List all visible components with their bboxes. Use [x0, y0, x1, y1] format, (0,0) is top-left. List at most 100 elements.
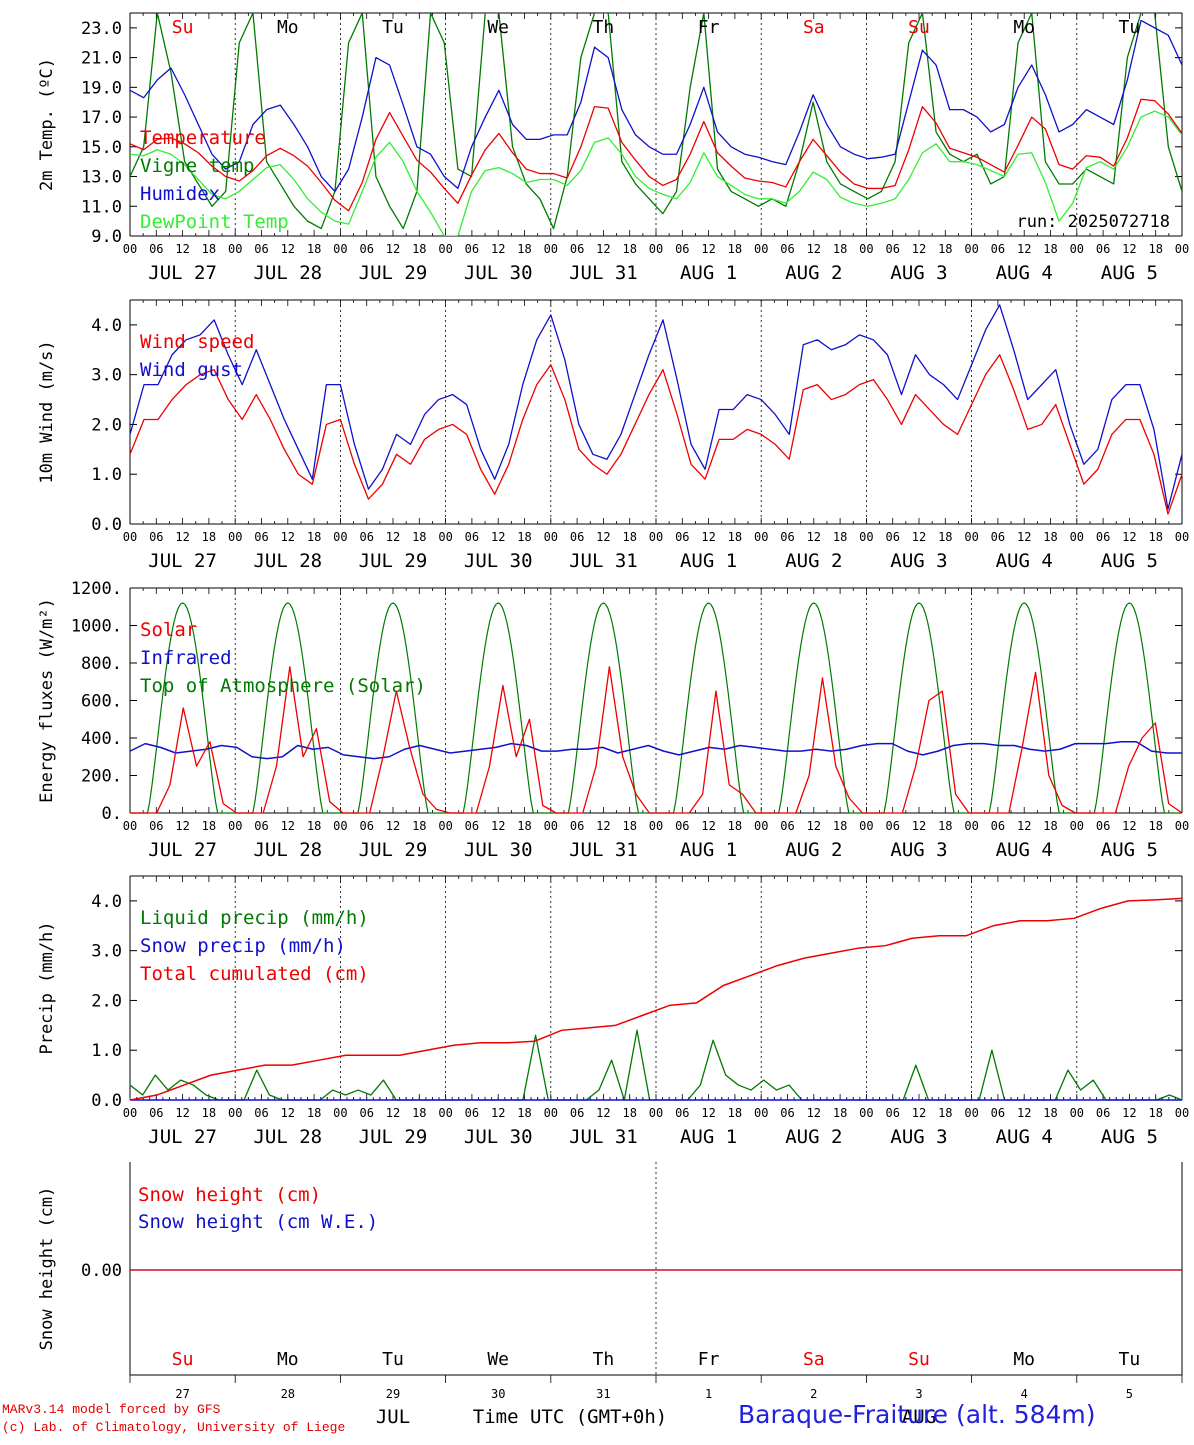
hour-tick-label: 12: [807, 530, 821, 544]
hour-tick-label: 12: [386, 1106, 400, 1120]
hour-tick-label: 12: [175, 1106, 189, 1120]
hour-tick-label: 18: [202, 530, 216, 544]
hour-tick-label: 00: [1070, 530, 1084, 544]
hour-tick-label: 12: [807, 819, 821, 833]
series-humidex: [130, 19, 1182, 193]
hour-tick-label: 18: [833, 242, 847, 256]
hour-tick-label: 18: [728, 530, 742, 544]
day-number-label: 29: [386, 1387, 400, 1401]
hour-tick-label: 18: [938, 819, 952, 833]
series-total-cumulated: [129, 897, 1183, 1101]
date-label: AUG 2: [785, 1126, 842, 1148]
hour-tick-label: 00: [1175, 1106, 1189, 1120]
hour-tick-label: 18: [307, 530, 321, 544]
hour-tick-label: 12: [807, 1106, 821, 1120]
hour-tick-label: 06: [254, 242, 268, 256]
weekday-label: Tu: [382, 1349, 404, 1370]
hour-tick-label: 06: [570, 530, 584, 544]
hour-tick-label: 12: [912, 530, 926, 544]
hour-tick-label: 00: [1070, 1106, 1084, 1120]
hour-tick-label: 12: [701, 1106, 715, 1120]
hour-tick-label: 00: [438, 530, 452, 544]
hour-tick-label: 00: [649, 1106, 663, 1120]
y-tick-label: 19.0: [81, 78, 122, 98]
date-label: AUG 3: [890, 550, 947, 572]
y-tick-label: 400.: [81, 729, 122, 749]
hour-tick-label: 18: [202, 242, 216, 256]
hour-tick-label: 12: [281, 242, 295, 256]
hour-tick-label: 00: [333, 819, 347, 833]
legend-entry: Liquid precip (mm/h): [140, 907, 369, 929]
hour-tick-label: 18: [938, 1106, 952, 1120]
panel-1: 00 06 12 18 00 06 12 18 00 06 12 18 00 06 12 18 00 06 12 18…: [37, 12, 1189, 284]
date-label: AUG 5: [1101, 550, 1158, 572]
weekday-label: Fr: [698, 1349, 720, 1370]
date-label: JUL 30: [464, 262, 533, 284]
hour-tick-label: 00: [544, 819, 558, 833]
hour-tick-label: 06: [991, 819, 1005, 833]
date-label: JUL 28: [253, 839, 322, 861]
hour-tick-label: 12: [1122, 1106, 1136, 1120]
y-tick-label: 2.0: [91, 415, 122, 435]
date-label: JUL 31: [569, 550, 638, 572]
y-tick-label: 1.0: [91, 465, 122, 485]
hour-tick-label: 06: [675, 819, 689, 833]
hour-tick-label: 06: [254, 1106, 268, 1120]
weekday-label: Th: [593, 17, 615, 38]
date-label: JUL 30: [464, 839, 533, 861]
hour-tick-label: 00: [438, 242, 452, 256]
hour-tick-label: 06: [991, 530, 1005, 544]
hour-tick-label: 00: [333, 242, 347, 256]
date-label: AUG 2: [785, 550, 842, 572]
y-tick-label: 800.: [81, 654, 122, 674]
hour-tick-label: 12: [1017, 819, 1031, 833]
date-label: JUL 29: [359, 1126, 428, 1148]
y-tick-label: 0.00: [81, 1261, 122, 1281]
weekday-label: Su: [172, 1349, 194, 1370]
date-label: JUL 27: [148, 262, 217, 284]
y-axis-label: Precip (mm/h): [37, 921, 57, 1054]
hour-tick-label: 06: [885, 1106, 899, 1120]
date-label: AUG 5: [1101, 839, 1158, 861]
y-tick-label: 2.0: [91, 991, 122, 1011]
hour-tick-label: 00: [859, 1106, 873, 1120]
hour-tick-label: 12: [491, 242, 505, 256]
hour-tick-label: 12: [491, 530, 505, 544]
hour-tick-label: 00: [544, 530, 558, 544]
series-vigne-temp: [130, 13, 1182, 230]
hour-tick-label: 12: [807, 242, 821, 256]
panel-3: 00 06 12 18 00 06 12 18 00 06 12 18 00 06 12 18 00 06 12 18…: [37, 579, 1189, 861]
hour-tick-label: 12: [1017, 242, 1031, 256]
hour-tick-label: 00: [649, 530, 663, 544]
hour-tick-label: 00: [228, 1106, 242, 1120]
weekday-label: Mo: [277, 1349, 299, 1370]
y-tick-label: 1000.: [71, 617, 122, 637]
date-label: AUG 2: [785, 839, 842, 861]
hour-tick-label: 12: [491, 819, 505, 833]
date-label: AUG 1: [680, 1126, 737, 1148]
hour-tick-label: 18: [517, 819, 531, 833]
legend-entry: Snow height (cm): [138, 1184, 321, 1206]
hour-tick-label: 12: [281, 1106, 295, 1120]
date-label: JUL 30: [464, 550, 533, 572]
date-label: AUG 2: [785, 262, 842, 284]
panel-5: Snow height (cm) 0.00 Snow height (cm) Snow…: [37, 1162, 1183, 1428]
hour-tick-label: 18: [517, 530, 531, 544]
hour-tick-label: 06: [780, 530, 794, 544]
hour-tick-label: 00: [438, 819, 452, 833]
hour-tick-label: 06: [885, 819, 899, 833]
series-solar: [130, 666, 1183, 814]
series-infrared: [129, 741, 1182, 760]
date-label: AUG 4: [996, 1126, 1053, 1148]
y-tick-label: 0.0: [91, 1091, 122, 1111]
y-tick-label: 11.0: [81, 197, 122, 217]
legend-entry: Snow precip (mm/h): [140, 935, 346, 957]
hour-tick-label: 12: [281, 530, 295, 544]
hour-tick-label: 12: [701, 819, 715, 833]
hour-tick-label: 06: [1096, 530, 1110, 544]
hour-tick-label: 12: [281, 819, 295, 833]
date-label: JUL 28: [253, 550, 322, 572]
date-label: AUG 1: [680, 262, 737, 284]
hour-tick-label: 06: [1096, 242, 1110, 256]
hour-tick-label: 18: [622, 819, 636, 833]
